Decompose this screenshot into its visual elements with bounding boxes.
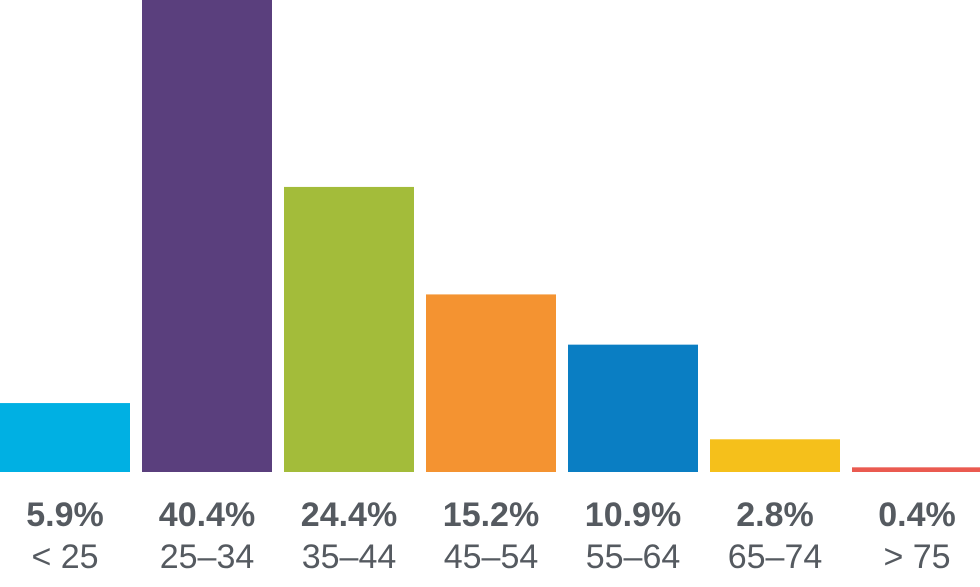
value-label-4: 10.9% xyxy=(585,496,681,534)
bar-2 xyxy=(284,186,414,472)
bar-5 xyxy=(710,439,840,472)
category-label-3: 45–54 xyxy=(444,538,539,576)
value-label-0: 5.9% xyxy=(26,496,104,534)
category-label-5: 65–74 xyxy=(728,538,823,576)
value-label-1: 40.4% xyxy=(159,496,255,534)
category-label-2: 35–44 xyxy=(302,538,397,576)
value-label-2: 24.4% xyxy=(301,496,397,534)
category-labels-group: < 25 25–34 35–44 45–54 55–64 65–74 > 75 xyxy=(31,538,950,576)
bar-3 xyxy=(426,294,556,472)
category-label-6: > 75 xyxy=(883,538,950,576)
bar-4 xyxy=(568,344,698,472)
bars-group xyxy=(0,0,980,472)
value-label-6: 0.4% xyxy=(878,496,956,534)
category-label-0: < 25 xyxy=(31,538,98,576)
bar-0 xyxy=(0,403,130,472)
bar-6 xyxy=(852,467,980,472)
category-label-4: 55–64 xyxy=(586,538,681,576)
value-label-5: 2.8% xyxy=(736,496,814,534)
value-label-3: 15.2% xyxy=(443,496,539,534)
value-labels-group: 5.9% 40.4% 24.4% 15.2% 10.9% 2.8% 0.4% xyxy=(26,496,956,534)
bar-1 xyxy=(142,0,272,472)
category-label-1: 25–34 xyxy=(160,538,255,576)
